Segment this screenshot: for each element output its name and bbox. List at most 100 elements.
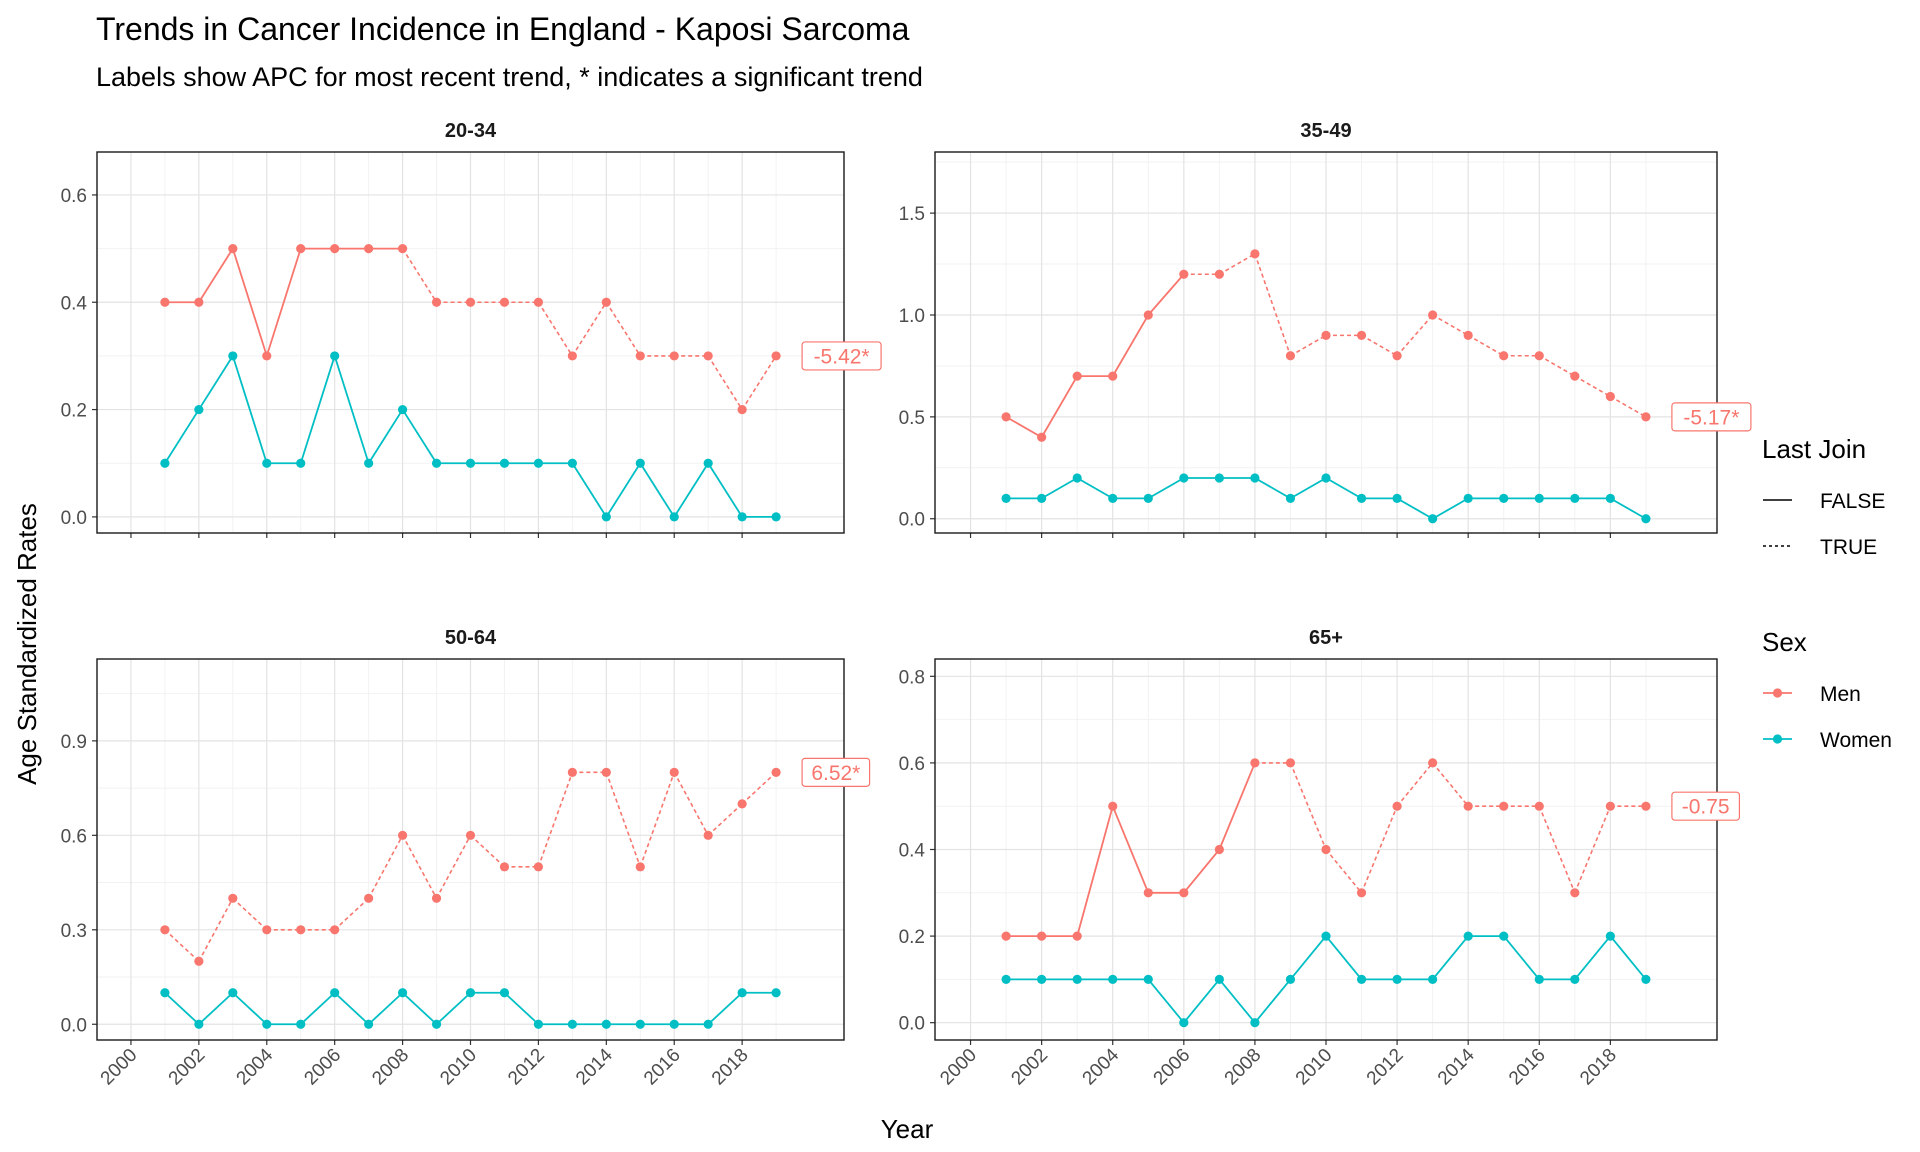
data-point (228, 988, 238, 998)
data-point (533, 862, 544, 872)
data-point (1179, 888, 1189, 898)
line-segment (1432, 497, 1469, 520)
apc-label-box (1671, 402, 1752, 432)
data-point (296, 243, 306, 254)
line-segment (537, 301, 574, 357)
data-point (194, 404, 204, 415)
data-point (1321, 330, 1331, 340)
data-point (465, 830, 476, 840)
data-point (635, 351, 645, 361)
data-point (1356, 974, 1367, 984)
data-point (228, 893, 238, 903)
data-point (1321, 844, 1331, 855)
data-point (262, 351, 272, 361)
data-point (1143, 310, 1153, 320)
data-point (1108, 371, 1118, 381)
data-point (601, 767, 611, 777)
data-point (1356, 888, 1367, 898)
line-segment (198, 992, 234, 1025)
data-point (1570, 888, 1580, 898)
facet-strip-label: 35-49 (1300, 120, 1351, 142)
line-segment (198, 897, 234, 962)
data-point (296, 1019, 306, 1029)
x-tick-label: 2014 (572, 1044, 617, 1089)
legend-key-point-men (1772, 688, 1783, 698)
facet-strip-label: 65+ (1309, 627, 1343, 649)
data-point (635, 862, 645, 872)
x-tick-label: 2008 (368, 1045, 413, 1090)
line-segment (741, 355, 777, 411)
panel-35-49: 0.0 0.5 1.0 1.5 35-49 -5.17* (899, 120, 1752, 538)
line-segment (673, 462, 709, 518)
line-segment (401, 992, 438, 1025)
y-tick-label: 0.3 (61, 921, 87, 942)
x-tick-label: 2000 (936, 1045, 981, 1090)
data-point (1143, 888, 1153, 898)
line-segment (1254, 477, 1291, 500)
data-point (228, 351, 238, 361)
data-point (1463, 330, 1473, 340)
line-segment (1147, 978, 1185, 1024)
x-tick-label: 2014 (1434, 1044, 1479, 1089)
line-segment (605, 301, 641, 357)
line-segment (1290, 334, 1327, 357)
line-segment (1609, 935, 1647, 980)
data-point (1534, 493, 1544, 503)
line-segment (164, 992, 200, 1025)
data-point (1641, 412, 1651, 422)
line-segment (639, 772, 675, 868)
line-segment (1538, 805, 1576, 894)
data-point (737, 404, 747, 415)
data-point (397, 404, 408, 415)
data-point (1428, 758, 1438, 768)
data-point (296, 925, 306, 935)
line-segment (333, 355, 370, 464)
legend-key-point-women (1772, 734, 1783, 744)
data-point (499, 458, 510, 468)
data-point (703, 351, 713, 361)
chart-title: Trends in Cancer Incidence in England - … (96, 11, 910, 47)
data-point (330, 243, 340, 254)
line-segment (1396, 497, 1434, 520)
legend-label-false: FALSE (1820, 490, 1885, 513)
line-segment (367, 834, 404, 899)
line-segment (673, 771, 709, 836)
series-men (160, 243, 781, 415)
data-point (567, 351, 577, 361)
line-segment (1467, 334, 1505, 357)
y-tick-label: 0.4 (61, 293, 88, 314)
x-tick-label: 2000 (97, 1045, 142, 1090)
data-point (1392, 493, 1402, 503)
data-point (364, 243, 374, 254)
data-point (397, 243, 408, 254)
data-point (262, 458, 272, 468)
line-segment (1325, 477, 1362, 500)
apc-label-box (1671, 791, 1741, 821)
data-point (194, 1019, 204, 1029)
line-segment (1325, 935, 1363, 980)
data-point (1214, 844, 1224, 855)
line-segment (1431, 935, 1469, 980)
data-point (1321, 931, 1331, 941)
line-segment (231, 248, 268, 357)
data-point (1037, 432, 1047, 442)
data-point (431, 297, 442, 307)
data-point (1179, 1018, 1189, 1028)
data-point (669, 351, 679, 361)
line-segment (1218, 978, 1256, 1024)
chart-subtitle: Labels show APC for most recent trend, *… (96, 62, 923, 92)
data-point (1570, 974, 1580, 984)
facet-strip-label: 20-34 (445, 120, 497, 142)
data-point (1250, 473, 1260, 483)
x-tick-label: 2006 (300, 1045, 345, 1090)
data-point (601, 512, 611, 522)
y-tick-label: 0.9 (61, 732, 87, 753)
data-point (397, 830, 408, 840)
data-point (499, 862, 510, 872)
line-segment (401, 834, 438, 899)
line-segment (334, 992, 370, 1025)
line-segment (1432, 762, 1469, 807)
data-point (160, 458, 170, 468)
line-segment (265, 248, 302, 357)
